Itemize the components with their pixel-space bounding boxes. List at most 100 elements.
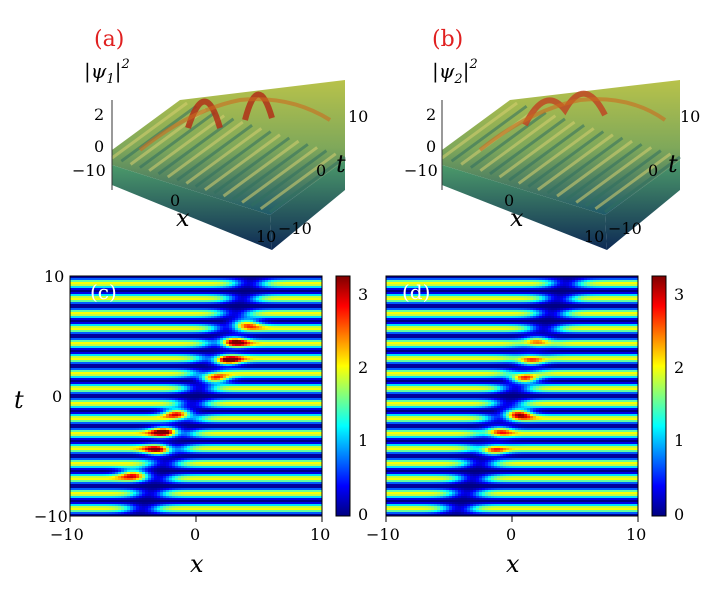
heatmap-cell [301,344,305,347]
heatmap-cell [232,322,236,325]
heatmap-cell [79,358,83,361]
heatmap-cell [292,380,296,383]
heatmap-cell [175,382,179,385]
heatmap-cell [301,288,305,291]
heatmap-cell [247,376,251,379]
heatmap-cell [232,350,236,353]
heatmap-cell [163,372,167,375]
heatmap-cell [253,292,257,295]
heatmap-cell [286,298,290,301]
heatmap-cell [310,304,314,307]
heatmap-cell [148,344,152,347]
heatmap-cell [196,346,200,349]
heatmap-cell [109,300,113,303]
heatmap-cell [250,302,254,305]
heatmap-cell [136,324,140,327]
heatmap-cell [292,280,296,283]
heatmap-cell [166,372,170,375]
heatmap-cell [211,358,215,361]
heatmap-cell [304,300,308,303]
heatmap-cell [187,358,191,361]
heatmap-cell [94,294,98,297]
heatmap-cell [70,338,74,341]
heatmap-cell [70,348,74,351]
heatmap-cell [235,344,239,347]
heatmap-cell [298,332,302,335]
heatmap-cell [103,386,107,389]
heatmap-cell [250,308,254,311]
heatmap-cell [292,350,296,353]
heatmap-cell [235,280,239,283]
heatmap-cell [163,316,167,319]
heatmap-cell [157,328,161,331]
heatmap-cell [286,282,290,285]
heatmap-cell [160,392,164,395]
heatmap-cell [82,392,86,395]
heatmap-cell [157,300,161,303]
heatmap-cell [181,362,185,365]
heatmap-cell [124,366,128,369]
heatmap-cell [181,322,185,325]
heatmap-cell [316,310,320,313]
heatmap-cell [262,310,266,313]
heatmap-cell [286,376,290,379]
heatmap-cell [139,310,143,313]
heatmap-cell [190,356,194,359]
heatmap-cell [244,356,248,359]
heatmap-cell [127,322,131,325]
heatmap-cell [247,298,251,301]
heatmap-cell [187,360,191,363]
heatmap-cell [241,360,245,363]
heatmap-cell [199,290,203,293]
heatmap-cell [301,304,305,307]
heatmap-cell [79,284,83,287]
heatmap-cell [193,318,197,321]
heatmap-cell [73,292,77,295]
heatmap-cell [253,350,257,353]
heatmap-cell [190,304,194,307]
heatmap-cell [199,342,203,345]
heatmap-cell [232,288,236,291]
heatmap-cell [280,292,284,295]
heatmap-cell [88,340,92,343]
heatmap-cell [175,368,179,371]
heatmap-cell [253,374,257,377]
heatmap-cell [190,340,194,343]
heatmap-cell [172,306,176,309]
heatmap-cell [73,326,77,329]
heatmap-cell [265,352,269,355]
heatmap-cell [319,372,322,375]
heatmap-cell [220,296,224,299]
heatmap-cell [103,340,107,343]
heatmap-cell [277,324,281,327]
xtick-b-0: 0 [504,191,514,210]
heatmap-cell [73,378,77,381]
heatmap-cell [208,298,212,301]
heatmap-cell [310,380,314,383]
heatmap-cell [220,340,224,343]
heatmap-cell [91,386,95,389]
heatmap-cell [190,328,194,331]
heatmap-cell [178,350,182,353]
heatmap-cell [115,354,119,357]
heatmap-cell [79,278,83,281]
heatmap-cell [184,336,188,339]
heatmap-cell [88,364,92,367]
heatmap-cell [73,386,77,389]
heatmap-cell [241,346,245,349]
heatmap-cell [109,320,113,323]
heatmap-cell [295,364,299,367]
heatmap-cell [268,368,272,371]
heatmap-cell [175,312,179,315]
heatmap-cell [172,386,176,389]
heatmap-cell [91,364,95,367]
heatmap-cell [235,336,239,339]
heatmap-cell [73,278,77,281]
heatmap-cell [85,306,89,309]
heatmap-cell [115,302,119,305]
heatmap-cell [256,370,260,373]
heatmap-cell [181,352,185,355]
heatmap-cell [79,360,83,363]
heatmap-cell [289,356,293,359]
heatmap-cell [235,304,239,307]
